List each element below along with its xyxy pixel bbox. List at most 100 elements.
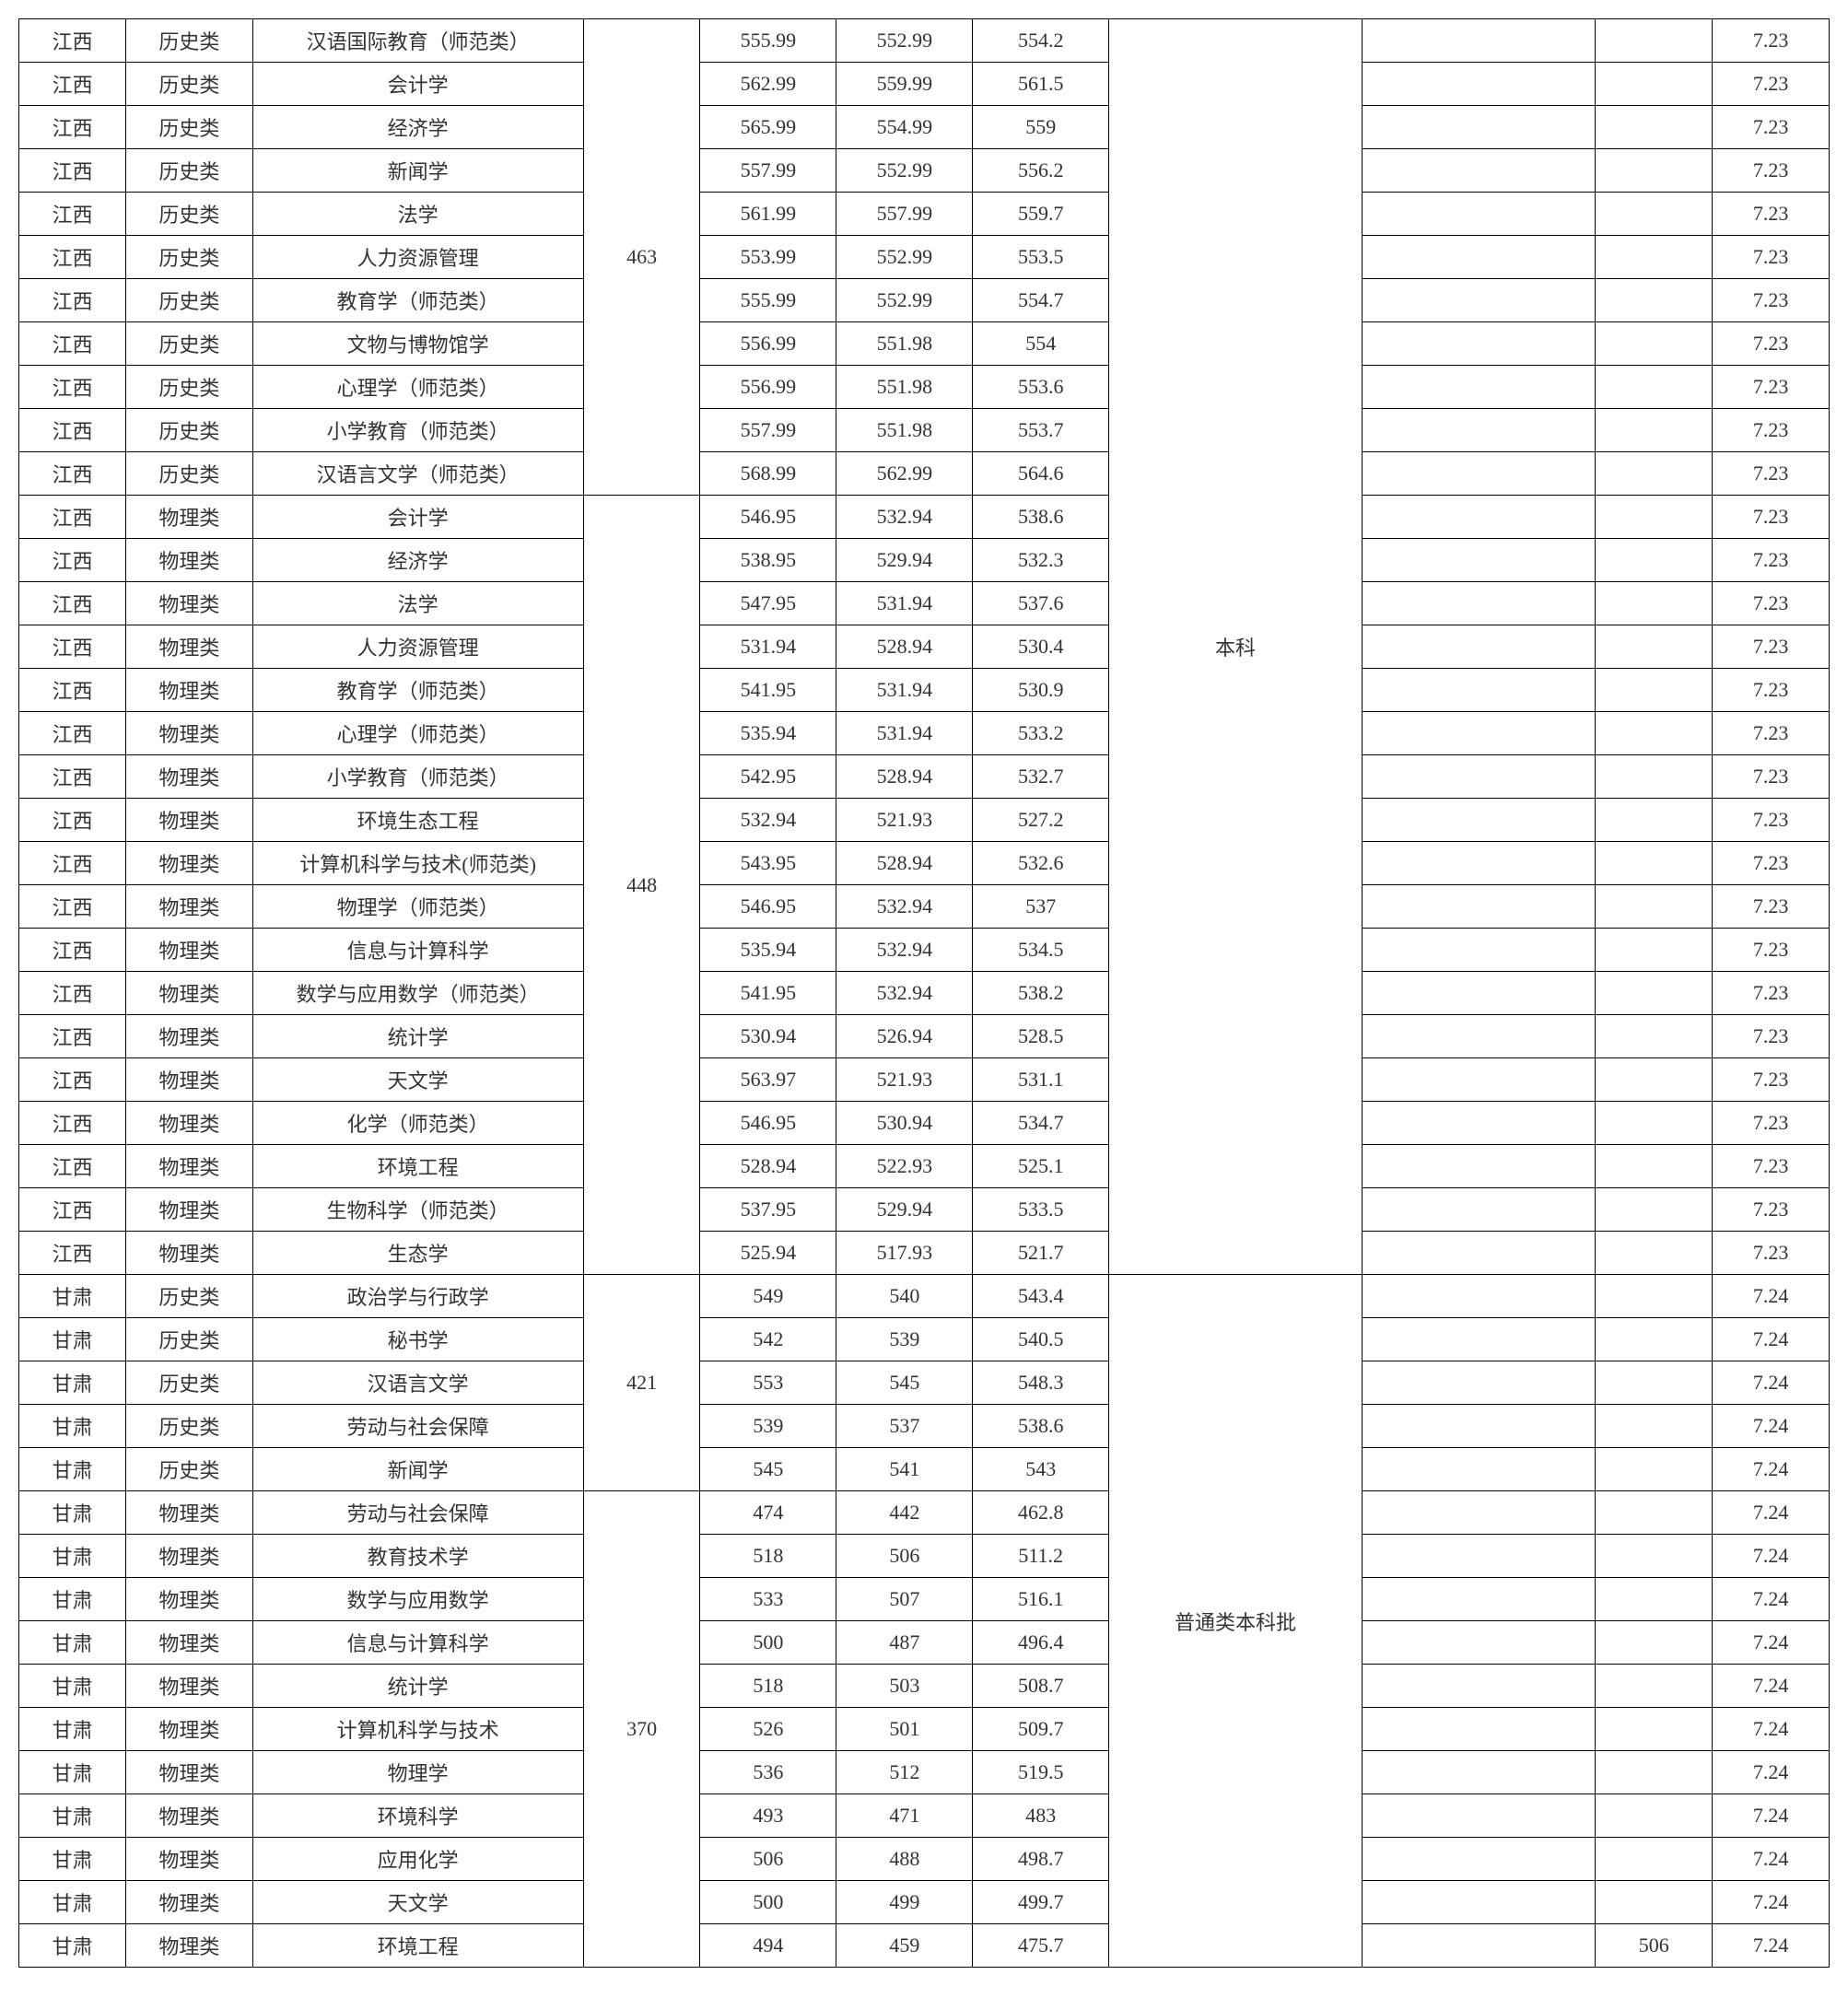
- cell-major: 新闻学: [252, 1448, 583, 1491]
- cell-major: 经济学: [252, 106, 583, 149]
- cell-score-max: 500: [700, 1881, 836, 1924]
- cell-category: 物理类: [126, 582, 252, 625]
- cell-province: 江西: [19, 63, 126, 106]
- cell-extra1: [1362, 1881, 1596, 1924]
- cell-extra2: [1596, 755, 1713, 799]
- cell-extra2: [1596, 1535, 1713, 1578]
- cell-extra1: [1362, 1924, 1596, 1968]
- table-row: 江西物理类人力资源管理531.94528.94530.47.23: [19, 625, 1830, 669]
- cell-score-max: 553: [700, 1361, 836, 1405]
- cell-date: 7.23: [1713, 1188, 1830, 1232]
- cell-score-min: 552.99: [836, 279, 973, 322]
- cell-score-min: 503: [836, 1665, 973, 1708]
- cell-score-min: 499: [836, 1881, 973, 1924]
- cell-score-max: 556.99: [700, 366, 836, 409]
- cell-extra2: [1596, 1665, 1713, 1708]
- cell-date: 7.23: [1713, 712, 1830, 755]
- cell-score-avg: 559.7: [973, 193, 1109, 236]
- cell-score-min: 529.94: [836, 539, 973, 582]
- cell-score-max: 546.95: [700, 1102, 836, 1145]
- cell-extra1: [1362, 236, 1596, 279]
- cell-score-max: 535.94: [700, 712, 836, 755]
- cell-category: 历史类: [126, 1361, 252, 1405]
- cell-category: 物理类: [126, 1794, 252, 1838]
- cell-score-min: 512: [836, 1751, 973, 1794]
- cell-extra2: [1596, 496, 1713, 539]
- cell-extra1: [1362, 409, 1596, 452]
- cell-extra1: [1362, 1318, 1596, 1361]
- cell-score-max: 556.99: [700, 322, 836, 366]
- cell-major: 天文学: [252, 1881, 583, 1924]
- cell-score-avg: 525.1: [973, 1145, 1109, 1188]
- cell-major: 心理学（师范类）: [252, 712, 583, 755]
- cell-extra1: [1362, 712, 1596, 755]
- cell-extra2: [1596, 885, 1713, 929]
- cell-score-max: 493: [700, 1794, 836, 1838]
- cell-score-avg: 561.5: [973, 63, 1109, 106]
- cell-province: 江西: [19, 1188, 126, 1232]
- cell-major: 信息与计算科学: [252, 929, 583, 972]
- table-row: 甘肃历史类政治学与行政学421549540543.4普通类本科批7.24: [19, 1275, 1830, 1318]
- cell-date: 7.24: [1713, 1838, 1830, 1881]
- cell-extra1: [1362, 193, 1596, 236]
- cell-date: 7.24: [1713, 1578, 1830, 1621]
- table-row: 江西物理类天文学563.97521.93531.17.23: [19, 1058, 1830, 1102]
- cell-major: 生态学: [252, 1232, 583, 1275]
- table-row: 江西物理类会计学448546.95532.94538.67.23: [19, 496, 1830, 539]
- table-row: 甘肃物理类统计学518503508.77.24: [19, 1665, 1830, 1708]
- table-row: 甘肃物理类环境工程494459475.75067.24: [19, 1924, 1830, 1968]
- cell-province: 江西: [19, 625, 126, 669]
- cell-major: 信息与计算科学: [252, 1621, 583, 1665]
- cell-extra1: [1362, 1275, 1596, 1318]
- cell-extra2: [1596, 1188, 1713, 1232]
- table-row: 甘肃物理类应用化学506488498.77.24: [19, 1838, 1830, 1881]
- table-row: 江西物理类环境生态工程532.94521.93527.27.23: [19, 799, 1830, 842]
- table-row: 江西物理类经济学538.95529.94532.37.23: [19, 539, 1830, 582]
- cell-extra2: [1596, 929, 1713, 972]
- cell-score-min: 557.99: [836, 193, 973, 236]
- table-row: 江西物理类化学（师范类）546.95530.94534.77.23: [19, 1102, 1830, 1145]
- cell-extra1: [1362, 1751, 1596, 1794]
- cell-score-avg: 533.5: [973, 1188, 1109, 1232]
- table-row: 江西物理类统计学530.94526.94528.57.23: [19, 1015, 1830, 1058]
- cell-extra2: [1596, 1058, 1713, 1102]
- cell-score-min: 459: [836, 1924, 973, 1968]
- cell-date: 7.24: [1713, 1708, 1830, 1751]
- cell-score-avg: 530.9: [973, 669, 1109, 712]
- table-row: 江西物理类环境工程528.94522.93525.17.23: [19, 1145, 1830, 1188]
- cell-extra2: [1596, 1145, 1713, 1188]
- cell-score-avg: 496.4: [973, 1621, 1109, 1665]
- cell-extra2: [1596, 1708, 1713, 1751]
- cell-province: 甘肃: [19, 1708, 126, 1751]
- cell-extra2: [1596, 1448, 1713, 1491]
- cell-extra1: [1362, 1188, 1596, 1232]
- cell-category: 物理类: [126, 1058, 252, 1102]
- cell-score-max: 557.99: [700, 409, 836, 452]
- cell-extra2: [1596, 1838, 1713, 1881]
- cell-major: 计算机科学与技术: [252, 1708, 583, 1751]
- cell-date: 7.23: [1713, 193, 1830, 236]
- cell-province: 江西: [19, 496, 126, 539]
- cell-province: 江西: [19, 409, 126, 452]
- cell-date: 7.23: [1713, 279, 1830, 322]
- cell-province: 江西: [19, 149, 126, 193]
- cell-province: 江西: [19, 1145, 126, 1188]
- table-row: 甘肃物理类教育技术学518506511.27.24: [19, 1535, 1830, 1578]
- cell-date: 7.23: [1713, 452, 1830, 496]
- cell-major: 数学与应用数学（师范类）: [252, 972, 583, 1015]
- cell-date: 7.23: [1713, 496, 1830, 539]
- cell-score-avg: 564.6: [973, 452, 1109, 496]
- cell-province: 甘肃: [19, 1881, 126, 1924]
- table-row: 江西历史类新闻学557.99552.99556.27.23: [19, 149, 1830, 193]
- cell-score-min: 540: [836, 1275, 973, 1318]
- table-row: 甘肃历史类新闻学5455415437.24: [19, 1448, 1830, 1491]
- cell-date: 7.24: [1713, 1924, 1830, 1968]
- cell-major: 新闻学: [252, 149, 583, 193]
- cell-score-min: 531.94: [836, 669, 973, 712]
- cell-date: 7.23: [1713, 885, 1830, 929]
- cell-extra2: [1596, 1751, 1713, 1794]
- cell-extra1: [1362, 929, 1596, 972]
- cell-extra1: [1362, 1015, 1596, 1058]
- cell-extra2: [1596, 1405, 1713, 1448]
- cell-score-min: 545: [836, 1361, 973, 1405]
